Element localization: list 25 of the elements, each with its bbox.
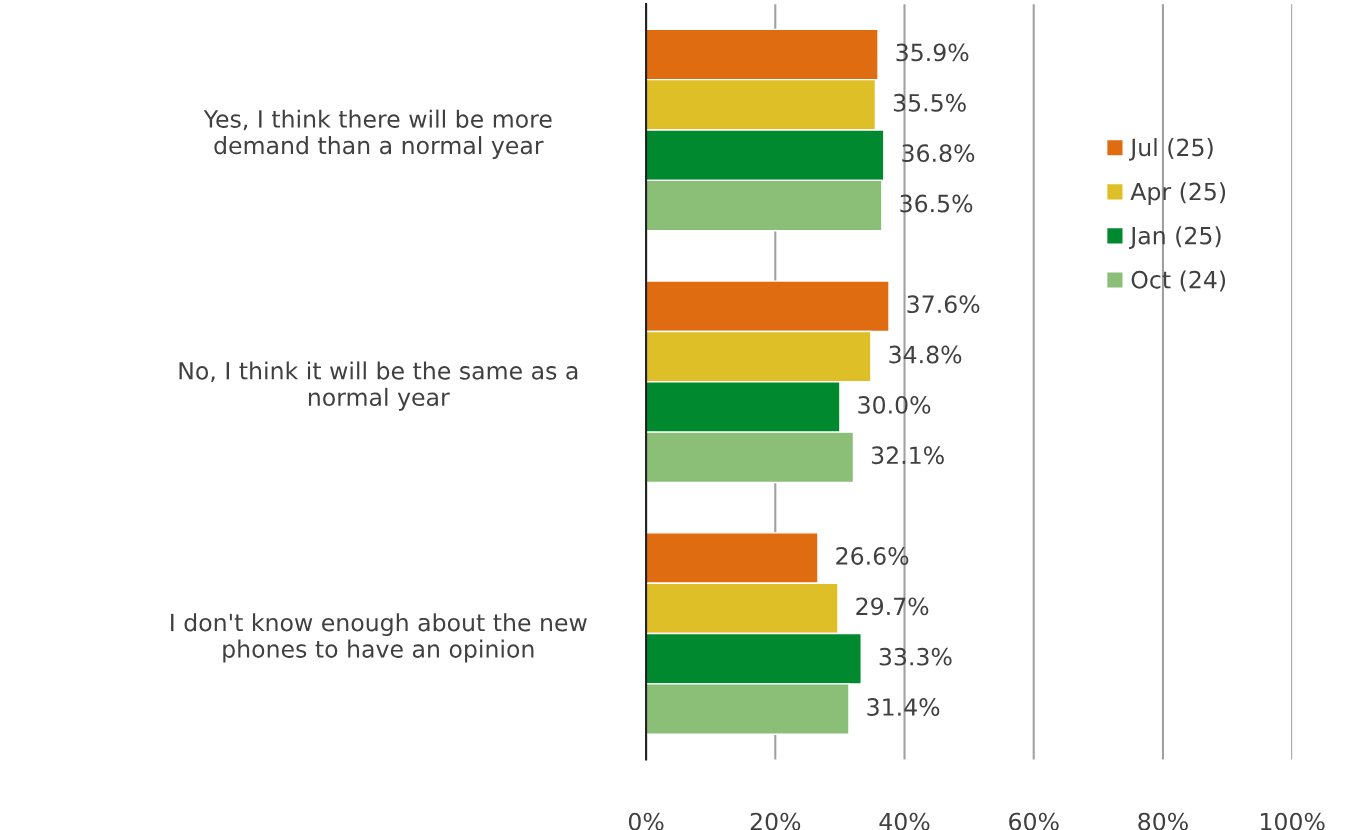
x-tick-label: 0% — [628, 812, 664, 830]
data-label: 29.7% — [856, 597, 929, 616]
data-label: 35.5% — [893, 93, 966, 112]
data-label: 31.4% — [867, 698, 940, 716]
x-tick-label: 20% — [750, 812, 801, 830]
data-label: 36.8% — [902, 144, 975, 163]
x-tick-label: 40% — [879, 812, 930, 830]
data-label: 30.0% — [858, 395, 931, 414]
data-label: 35.9% — [896, 43, 969, 62]
y-tick-label: I don't know enough about the new phones to have an opinion — [171, 613, 587, 663]
y-tick-label: No, I think it will be the same as a normal year — [179, 361, 578, 411]
data-label: 37.6% — [907, 295, 980, 314]
data-label: 34.8% — [889, 345, 962, 364]
y-tick-label: Yes, I think there will be more demand than a normal year — [203, 109, 552, 159]
x-tick-label: 80% — [1138, 812, 1188, 830]
data-label: 32.1% — [871, 446, 944, 465]
data-label: 36.5% — [900, 194, 973, 213]
legend-label: Jul (25) — [1129, 138, 1213, 161]
legend-label: Apr (25) — [1130, 182, 1226, 206]
legend-label: Oct (24) — [1131, 270, 1226, 292]
x-tick-label: 100% — [1261, 812, 1325, 830]
legend-label: Jan (25) — [1129, 226, 1221, 249]
data-label: 33.3% — [879, 647, 952, 666]
data-label: 26.6% — [836, 547, 909, 565]
x-tick-label: 60% — [1009, 812, 1059, 830]
